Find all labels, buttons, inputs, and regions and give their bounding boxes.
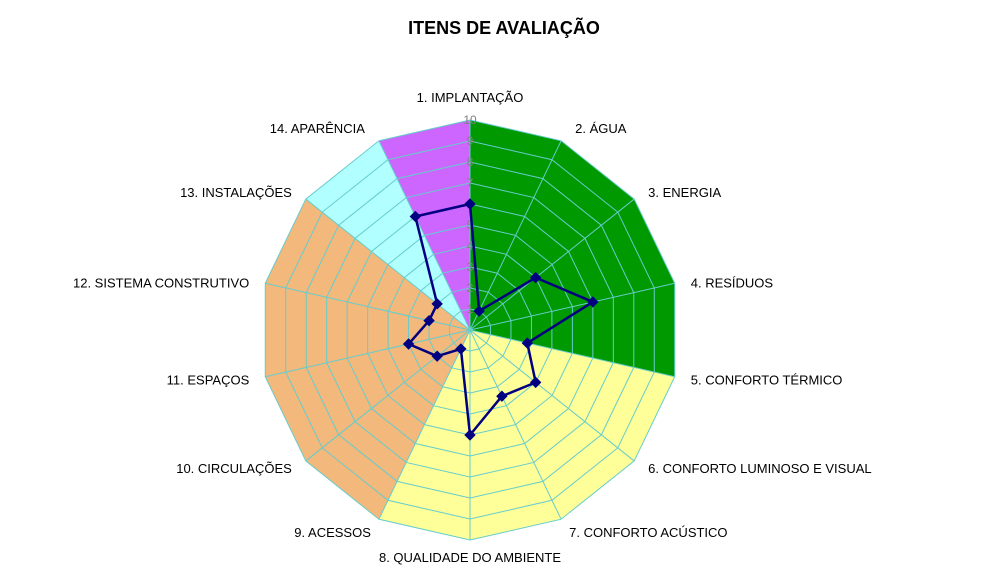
tick-label: 9 <box>467 134 474 148</box>
category-label: 5. CONFORTO TÉRMICO <box>691 373 843 388</box>
category-label: 13. INSTALAÇÕES <box>180 185 292 200</box>
category-label: 7. CONFORTO ACÚSTICO <box>569 525 727 540</box>
category-label: 3. ENERGIA <box>648 185 721 200</box>
radar-svg: 123456789101. IMPLANTAÇÃO2. ÁGUA3. ENERG… <box>0 0 1008 572</box>
tick-label: 8 <box>467 155 474 169</box>
category-label: 4. RESÍDUOS <box>691 275 774 290</box>
tick-label: 3 <box>467 260 474 274</box>
radar-chart: 123456789101. IMPLANTAÇÃO2. ÁGUA3. ENERG… <box>0 0 1008 572</box>
category-label: 2. ÁGUA <box>575 121 627 136</box>
category-label: 10. CIRCULAÇÕES <box>176 461 292 476</box>
category-label: 8. QUALIDADE DO AMBIENTE <box>379 550 561 565</box>
tick-label: 1 <box>467 302 474 316</box>
category-label: 1. IMPLANTAÇÃO <box>417 90 524 105</box>
category-label: 12. SISTEMA CONSTRUTIVO <box>73 275 249 290</box>
category-label: 6. CONFORTO LUMINOSO E VISUAL <box>648 461 871 476</box>
tick-label: 7 <box>467 176 474 190</box>
category-label: 11. ESPAÇOS <box>167 373 250 388</box>
tick-label: 2 <box>467 281 474 295</box>
category-label: 9. ACESSOS <box>294 525 371 540</box>
category-label: 14. APARÊNCIA <box>270 121 365 136</box>
tick-label: 10 <box>463 113 477 127</box>
